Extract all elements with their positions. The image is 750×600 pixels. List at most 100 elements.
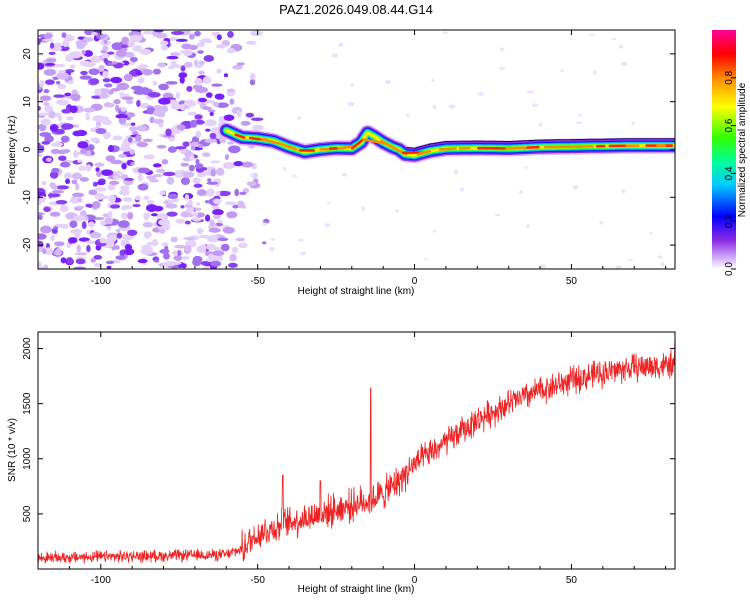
noise-blob bbox=[209, 132, 217, 139]
noise-blob bbox=[174, 170, 186, 179]
noise-blob bbox=[152, 80, 158, 86]
noise-blob bbox=[160, 45, 169, 51]
noise-blob-faint bbox=[350, 83, 354, 87]
noise-blob-faint bbox=[559, 69, 565, 72]
noise-blob-faint bbox=[658, 255, 663, 260]
noise-blob-faint bbox=[611, 38, 617, 41]
noise-blob bbox=[212, 198, 222, 205]
noise-blob bbox=[113, 99, 121, 105]
noise-blob bbox=[77, 197, 83, 203]
noise-blob bbox=[167, 193, 179, 200]
noise-blob bbox=[108, 210, 113, 219]
noise-blob bbox=[58, 45, 70, 52]
noise-blob bbox=[107, 144, 114, 153]
noise-blob bbox=[162, 171, 176, 177]
noise-blob bbox=[40, 225, 52, 234]
ridge-peak bbox=[361, 138, 387, 145]
noise-blob bbox=[76, 43, 86, 50]
snr-ytick-label: 500 bbox=[22, 505, 33, 522]
noise-blob bbox=[87, 221, 95, 228]
noise-blob-faint bbox=[615, 265, 622, 269]
noise-blob bbox=[115, 255, 126, 260]
noise-blob bbox=[135, 69, 142, 76]
noise-blob bbox=[208, 227, 221, 233]
noise-blob bbox=[129, 148, 135, 155]
noise-blob bbox=[43, 206, 51, 213]
noise-blob bbox=[183, 236, 195, 241]
ridge-peak bbox=[328, 146, 338, 150]
noise-blob bbox=[67, 237, 78, 244]
noise-blob bbox=[44, 135, 54, 143]
noise-blob bbox=[132, 203, 141, 208]
noise-blob bbox=[61, 123, 74, 130]
noise-blob bbox=[261, 241, 267, 245]
noise-blob bbox=[45, 157, 52, 162]
noise-blob bbox=[103, 102, 113, 108]
noise-blob bbox=[167, 146, 177, 153]
noise-blob bbox=[240, 120, 251, 126]
noise-blob bbox=[166, 211, 178, 217]
noise-blob bbox=[158, 219, 171, 226]
noise-blob bbox=[130, 122, 136, 126]
noise-blob bbox=[176, 124, 186, 131]
noise-blob bbox=[67, 80, 74, 85]
colorbar-label: Normalized spectral amplitude bbox=[737, 82, 748, 217]
noise-blob bbox=[60, 257, 67, 264]
noise-blob-faint bbox=[540, 264, 547, 269]
noise-blob bbox=[188, 44, 199, 51]
snr-series-line bbox=[38, 342, 675, 564]
noise-blob bbox=[69, 105, 78, 114]
noise-blob bbox=[214, 93, 225, 100]
noise-blob bbox=[136, 99, 141, 107]
spectrogram-ytick-label: 20 bbox=[22, 48, 33, 60]
noise-blob bbox=[197, 50, 204, 54]
noise-blob bbox=[49, 42, 55, 49]
noise-blob bbox=[73, 150, 79, 159]
noise-blob bbox=[83, 50, 93, 57]
noise-blob bbox=[249, 79, 256, 86]
noise-blob bbox=[168, 37, 179, 41]
noise-blob bbox=[56, 72, 70, 80]
noise-blob bbox=[157, 62, 167, 68]
noise-blob bbox=[110, 204, 121, 209]
noise-blob bbox=[58, 155, 67, 161]
noise-blob-faint bbox=[620, 61, 628, 66]
noise-blob bbox=[48, 51, 56, 56]
noise-blob bbox=[187, 200, 193, 206]
noise-blob bbox=[63, 172, 72, 180]
ridge-peak bbox=[438, 147, 457, 151]
noise-blob bbox=[88, 68, 100, 76]
noise-blob bbox=[250, 30, 263, 37]
noise-blob bbox=[116, 82, 130, 91]
noise-blob bbox=[86, 244, 91, 253]
noise-blob bbox=[182, 49, 193, 56]
noise-blob bbox=[192, 258, 202, 267]
noise-blob bbox=[163, 200, 169, 205]
noise-blob bbox=[210, 168, 217, 177]
ridge-peak bbox=[260, 137, 282, 146]
noise-blob bbox=[224, 201, 237, 206]
noise-blob bbox=[226, 141, 234, 145]
noise-blob bbox=[38, 200, 42, 206]
noise-blob bbox=[55, 80, 61, 85]
noise-blob bbox=[146, 204, 158, 212]
noise-blob-faint bbox=[324, 223, 331, 228]
colorbar-ticks: 0.0 0.2 0.4 0.6 0.8 bbox=[724, 70, 736, 276]
spectrogram-xtick-label: -100 bbox=[91, 276, 111, 287]
noise-blob bbox=[215, 167, 225, 176]
colorbar-tick-label: 0.4 bbox=[724, 166, 735, 180]
ridge-peak bbox=[350, 138, 365, 150]
noise-blob bbox=[114, 245, 120, 250]
spectrogram-xtick-label: 50 bbox=[566, 276, 578, 287]
noise-blob bbox=[233, 160, 244, 167]
noise-blob bbox=[170, 64, 183, 68]
noise-blob bbox=[180, 177, 191, 186]
snr-panel: -100 -50 0 50 500 1000 1500 2000 Height of stra… bbox=[7, 331, 676, 595]
noise-blob bbox=[107, 183, 116, 191]
noise-blob bbox=[112, 174, 120, 180]
noise-blob-faint bbox=[338, 42, 344, 47]
noise-blob bbox=[146, 241, 159, 246]
noise-blob bbox=[137, 64, 149, 69]
noise-blob bbox=[49, 182, 56, 189]
noise-blob bbox=[38, 112, 50, 116]
